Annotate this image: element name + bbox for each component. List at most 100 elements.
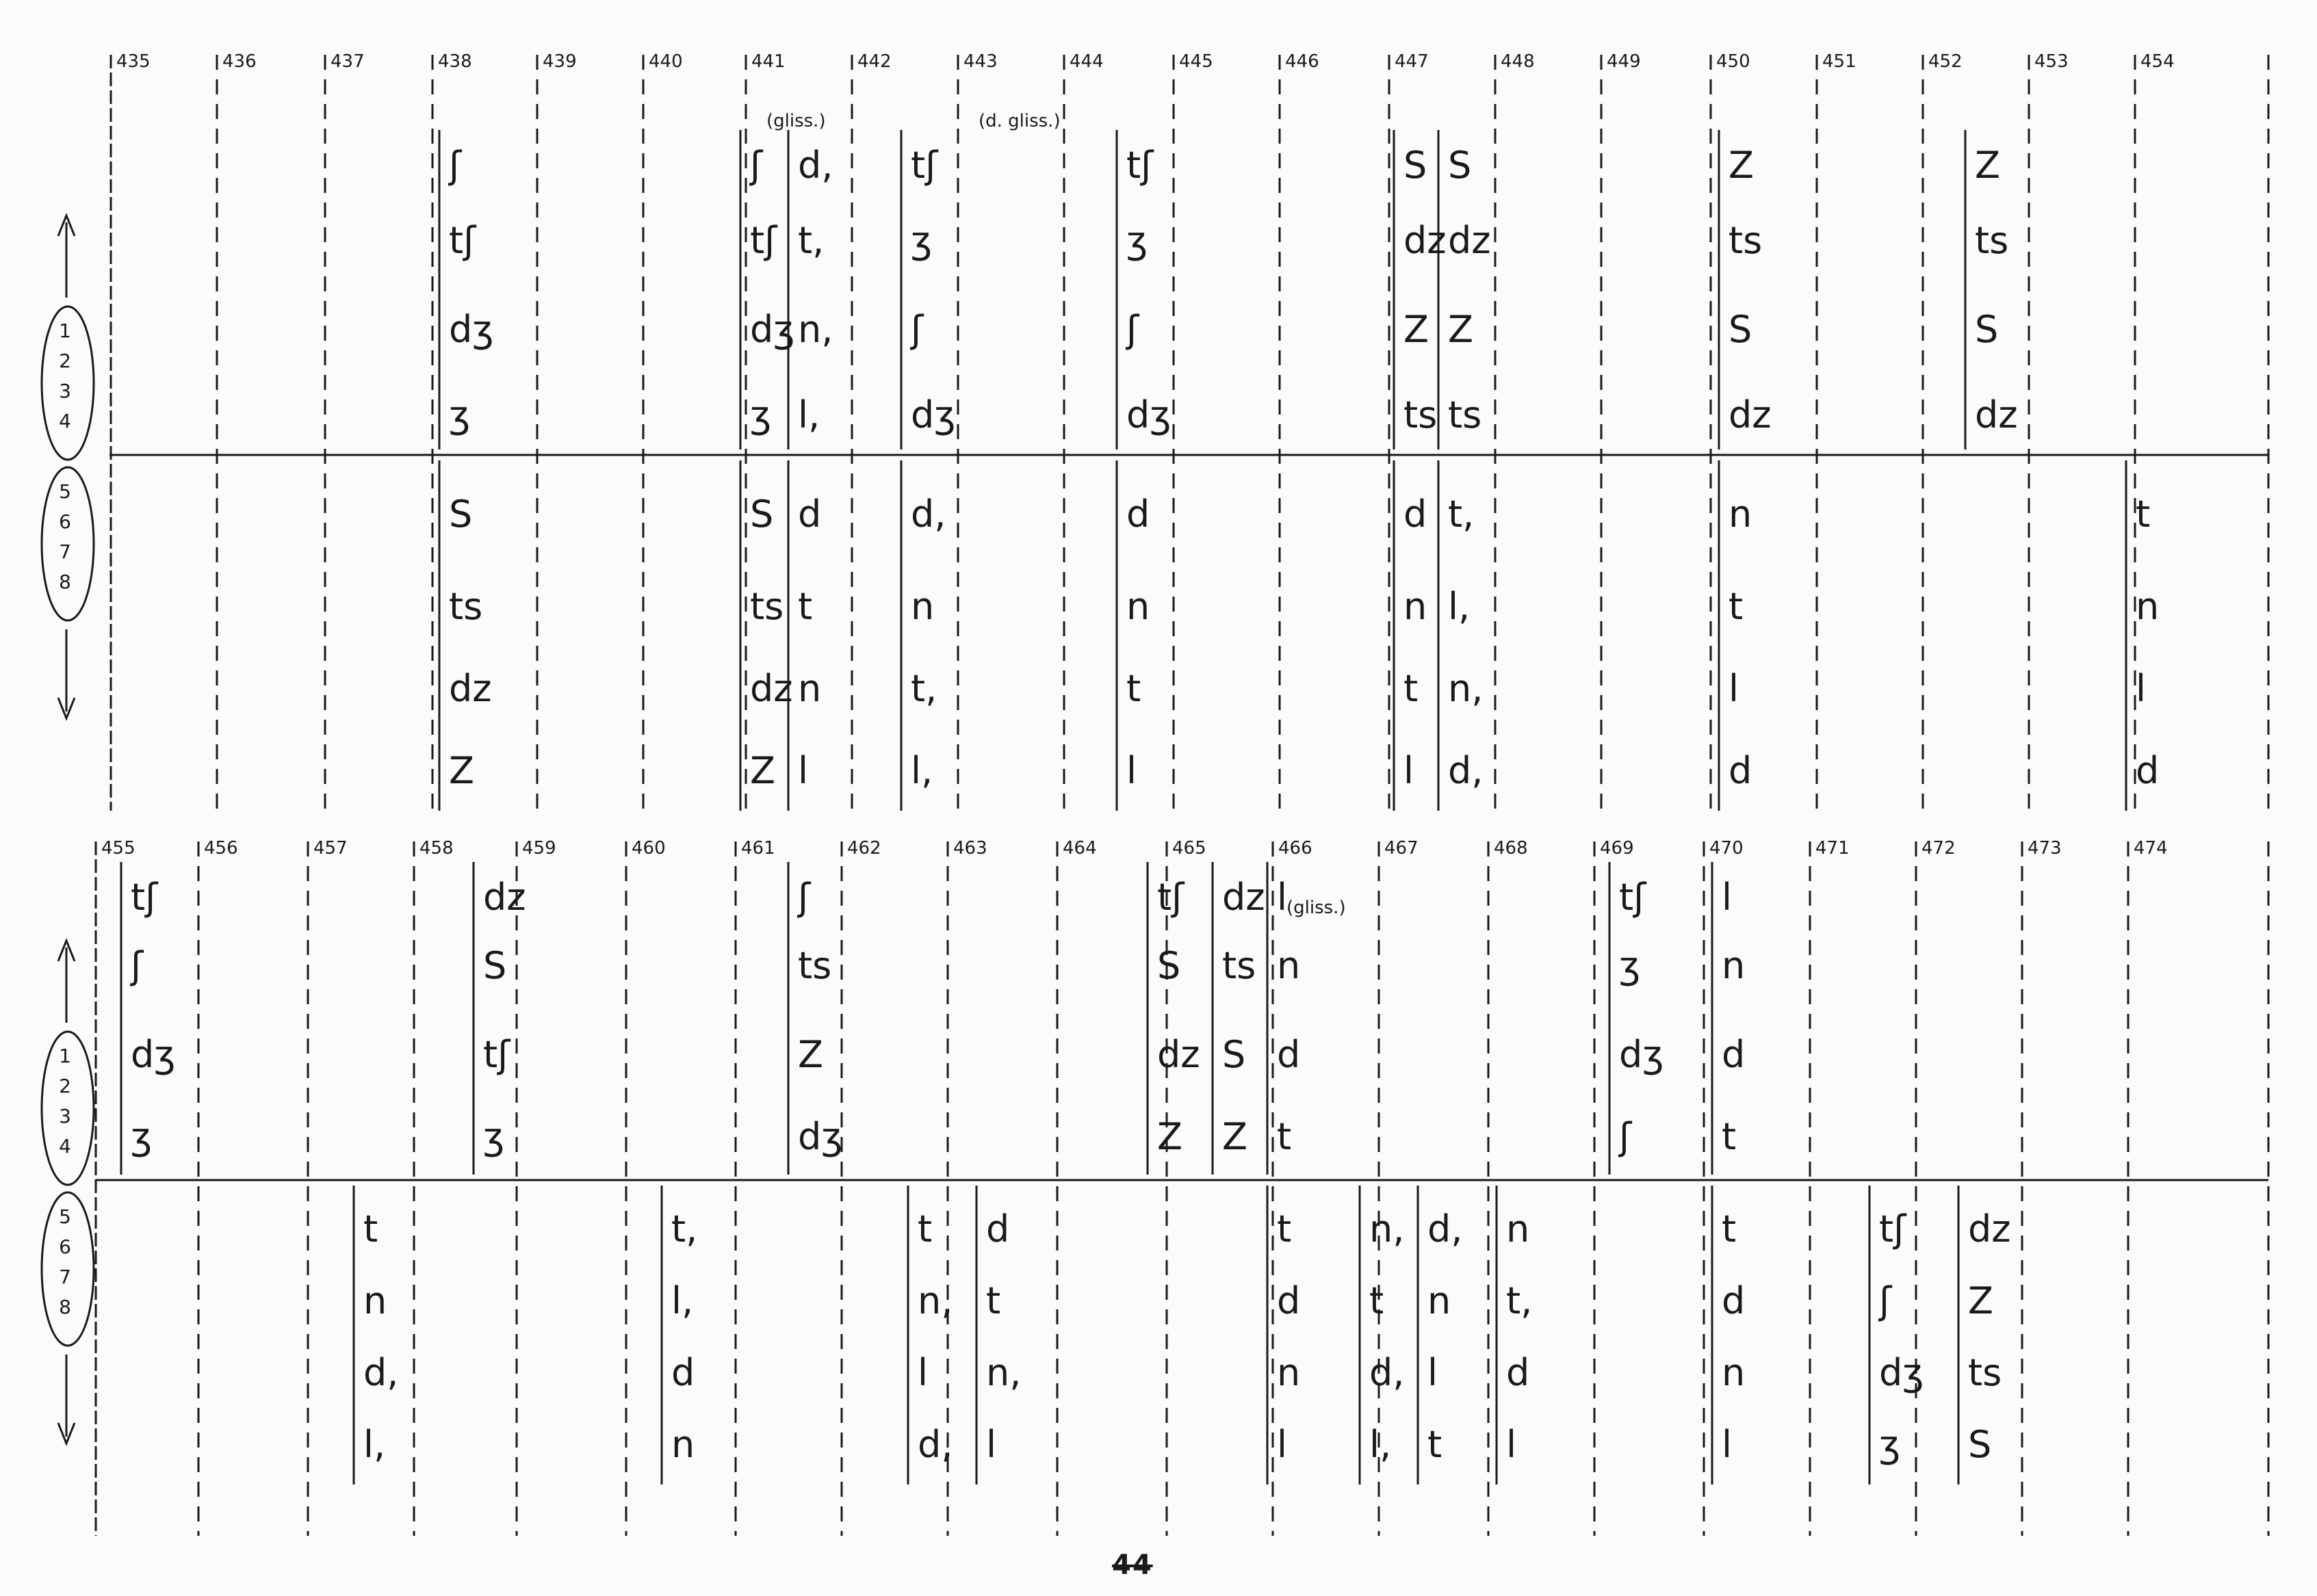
phoneme-label: t [986, 1279, 1000, 1322]
voice-number: 4 [59, 410, 71, 432]
phoneme-label: l, [798, 393, 820, 436]
phoneme-label: n [1277, 944, 1300, 987]
measure-number: 444 [1070, 51, 1104, 72]
phoneme-label: t, [671, 1207, 697, 1251]
measure-number: 462 [847, 838, 881, 859]
phoneme-label: d, [911, 493, 946, 536]
measure-number: 468 [1494, 838, 1528, 859]
event-column: tʃ ʃ dʒ ʒ [120, 862, 175, 1175]
phoneme-label: dz [1729, 393, 1772, 436]
voice-number: 7 [59, 540, 71, 563]
phoneme-label: ʃ [797, 876, 812, 919]
voice-number: 3 [59, 380, 71, 402]
phoneme-label: d, [918, 1423, 953, 1466]
voice-number: 2 [59, 350, 71, 372]
phoneme-label: S [1448, 144, 1471, 187]
phoneme-label: n [1729, 493, 1752, 536]
phoneme-label: t [1427, 1423, 1442, 1466]
event-column: Sdz Zts d ntl [1393, 130, 1447, 811]
phoneme-label: d [1277, 1033, 1300, 1076]
measure-number: 473 [2028, 838, 2062, 859]
voice-number: 6 [59, 510, 71, 533]
phoneme-label: d [1722, 1033, 1745, 1076]
voice-number: 8 [59, 571, 71, 593]
page-number: 44 [1112, 1549, 1153, 1581]
phoneme-label: tʃ [483, 1033, 511, 1076]
phoneme-label: l [986, 1423, 996, 1466]
phoneme-label: ʒ [1879, 1423, 1900, 1466]
phoneme-label: d, [1369, 1351, 1404, 1394]
phoneme-label: tʃ [131, 876, 159, 919]
phoneme-label: tʃ [1157, 876, 1185, 919]
measure-number: 458 [419, 838, 454, 859]
event-column: tʃ ʒ ʃ dʒ d, n t, l, [900, 130, 955, 811]
phoneme-label: d [1126, 493, 1150, 536]
measure-number: 435 [116, 51, 151, 72]
phoneme-label: l [798, 749, 808, 792]
measure-number: 456 [204, 838, 238, 859]
gliss-marking: (d. gliss.) [979, 111, 1061, 131]
voice-number: 6 [59, 1235, 71, 1258]
event-column: Zts Sdz n tld [1718, 130, 1772, 811]
voice-group-oval-lower [40, 1191, 95, 1347]
event-column: t nld [2125, 460, 2159, 811]
phoneme-label: t, [1506, 1279, 1532, 1322]
phoneme-label: l [1403, 749, 1414, 792]
system-2: 455 456 457 458 459 460 461 462 463 464 465 466 467 4… [40, 838, 2270, 1536]
phoneme-label: d, [1427, 1207, 1462, 1251]
phoneme-label: n [911, 585, 934, 628]
event-column: tʃ ʒ ʃ dʒ d ntl [1115, 130, 1171, 811]
event-column: dt n, l [975, 1186, 1021, 1484]
phoneme-label: dz [1403, 219, 1447, 262]
phoneme-label: dʒ [798, 1115, 842, 1158]
voice-number: 3 [59, 1105, 71, 1127]
event-column: tn d, l, [352, 1186, 398, 1484]
phoneme-label: ts [750, 585, 784, 628]
phoneme-label: t [798, 585, 812, 628]
measure-number: 443 [963, 51, 998, 72]
system-1: 435 436 437 438 439 440 441 442 443 444 445 446 447 4… [40, 51, 2270, 811]
phoneme-label: dʒ [131, 1033, 175, 1076]
measure-number: 464 [1063, 838, 1097, 859]
phoneme-label: t [363, 1207, 378, 1251]
phoneme-label: l, [363, 1423, 385, 1466]
phoneme-label: ʒ [131, 1115, 152, 1158]
phoneme-label: S [483, 944, 506, 987]
phoneme-label: dʒ [1879, 1351, 1924, 1394]
page-number-text: 44 [1112, 1549, 1153, 1581]
phoneme-label: t [1722, 1207, 1736, 1251]
phoneme-label: dz [483, 876, 526, 919]
measure-number: 463 [953, 838, 987, 859]
phoneme-label: dz [1448, 219, 1491, 262]
phoneme-label: n [1403, 585, 1427, 628]
phoneme-label: dz [449, 667, 492, 710]
phoneme-label: ʃ [749, 144, 764, 187]
phoneme-label: l [1126, 749, 1137, 792]
phoneme-label: t [918, 1207, 932, 1251]
voice-group-oval-lower [40, 466, 95, 622]
arrow-up-head [57, 937, 76, 962]
event-column: tʃ ʃ dʒ ʒ [1868, 1186, 1924, 1484]
voice-number: 7 [59, 1266, 71, 1288]
phoneme-label: tʃ [750, 219, 778, 262]
voice-number: 8 [59, 1296, 71, 1318]
phoneme-label: l [1722, 876, 1732, 919]
measure-number: 451 [1822, 51, 1856, 72]
phoneme-label: Z [1975, 144, 2000, 187]
phoneme-label: n [1722, 1351, 1745, 1394]
voice-group-oval-upper [40, 305, 95, 461]
phoneme-label: ʃ [909, 308, 924, 351]
phoneme-label: S [1968, 1423, 1991, 1466]
voice-number: 1 [59, 1045, 71, 1067]
phoneme-label: ts [449, 585, 482, 628]
phoneme-label: n, [918, 1279, 953, 1322]
measure-number: 449 [1607, 51, 1641, 72]
phoneme-label: S [1729, 308, 1752, 351]
arrow-down-head [57, 697, 76, 722]
event-column: t, l, dn [660, 1186, 697, 1484]
measure-number: 469 [1600, 838, 1634, 859]
phoneme-label: Z [798, 1033, 823, 1076]
